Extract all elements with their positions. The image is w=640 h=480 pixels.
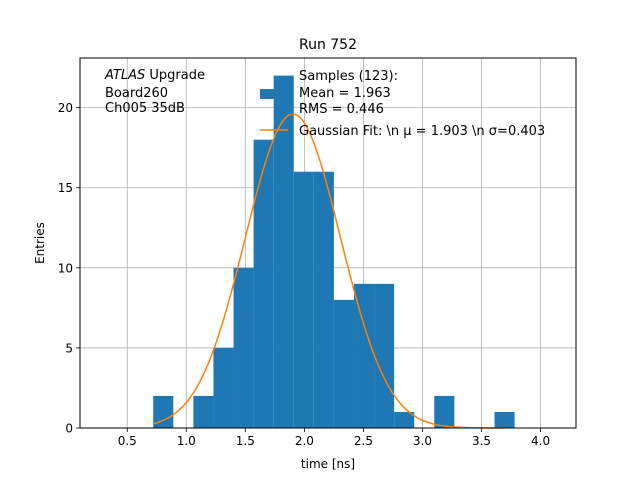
histogram-bar xyxy=(434,395,455,428)
x-axis-ticks: 0.5 1.0 1.5 2.0 2.5 3.0 3.5 4.0 xyxy=(118,428,550,448)
x-tick-label: 3.5 xyxy=(472,434,491,448)
y-axis-ticks: 0 5 10 15 20 xyxy=(58,101,80,436)
histogram-bar xyxy=(313,171,334,428)
x-tick-label: 1.0 xyxy=(177,434,196,448)
x-tick-label: 1.5 xyxy=(236,434,255,448)
legend-samples-rms: RMS = 0.446 xyxy=(299,102,384,117)
histogram-bar xyxy=(153,395,174,428)
gaussian-fit xyxy=(153,113,506,429)
y-tick-label: 0 xyxy=(65,422,73,436)
x-tick-label: 3.0 xyxy=(413,434,432,448)
annotation-line-1: ATLAS Upgrade xyxy=(104,68,205,83)
y-tick-label: 10 xyxy=(58,261,73,275)
histogram-bar xyxy=(374,283,395,428)
histogram-bar xyxy=(353,283,375,428)
histogram-bar xyxy=(293,171,314,428)
atlas-label: ATLAS xyxy=(104,68,145,83)
x-tick-label: 4.0 xyxy=(531,434,550,448)
histogram-bar xyxy=(333,299,354,428)
atlas-annotation: ATLAS Upgrade Board260 Ch005 35dB xyxy=(104,68,205,116)
channel-label: Ch005 35dB xyxy=(105,101,185,116)
legend: Samples (123): Mean = 1.963 RMS = 0.446 … xyxy=(260,69,545,139)
histogram-bar xyxy=(253,139,274,429)
x-axis-label: time [ns] xyxy=(301,457,355,471)
plot-frame xyxy=(79,57,577,429)
y-axis-label: Entries xyxy=(33,222,47,264)
histogram-bar xyxy=(273,75,294,428)
legend-samples-mean: Mean = 1.963 xyxy=(299,86,391,101)
legend-samples-patch xyxy=(260,89,288,99)
x-tick-label: 0.5 xyxy=(118,434,137,448)
board-label: Board260 xyxy=(105,86,168,101)
histogram-bar xyxy=(233,267,254,428)
x-tick-label: 2.5 xyxy=(354,434,373,448)
x-tick-label: 2.0 xyxy=(295,434,314,448)
fit-curve xyxy=(153,113,506,429)
y-tick-label: 20 xyxy=(58,101,73,115)
histogram-bar xyxy=(494,411,515,428)
upgrade-label: Upgrade xyxy=(145,68,205,83)
y-tick-label: 15 xyxy=(58,181,73,195)
histogram-bar xyxy=(394,411,415,428)
legend-samples-title: Samples (123): xyxy=(299,69,398,84)
legend-fit-label: Gaussian Fit: \n μ = 1.903 \n σ=0.403 xyxy=(299,124,545,139)
histogram-bar xyxy=(193,395,214,428)
chart-title: Run 752 xyxy=(299,37,357,53)
histogram-bar xyxy=(213,347,234,428)
y-tick-label: 5 xyxy=(65,341,73,355)
histogram-bars xyxy=(153,75,515,429)
